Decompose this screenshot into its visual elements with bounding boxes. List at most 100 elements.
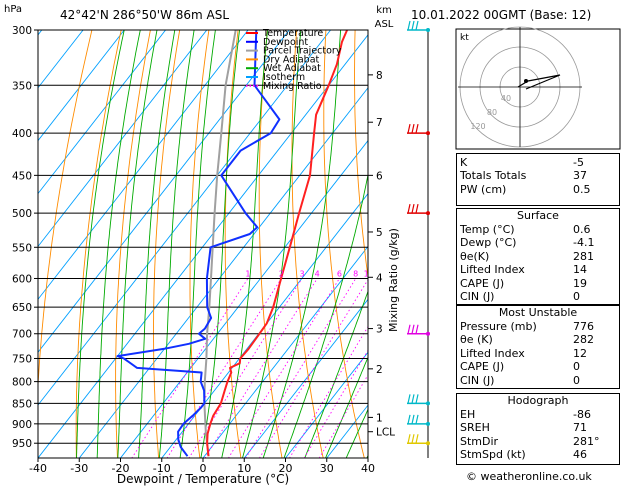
temperature-tick-label: 40 [361,462,375,475]
isotherm-line [38,30,249,301]
wind-barb-flag [415,123,419,134]
altitude-unit-asl: ASL [375,19,394,30]
wind-barb-flag [411,394,415,404]
stat-row: Pressure (mb) 776 [457,320,619,333]
dry-adiabat-line [38,30,93,393]
wet-adiabat-line [345,408,368,458]
surface-box: Surface Temp (°C) 0.6 Dewp (°C) -4.1 θe(K) 28… [456,208,620,305]
hodograph-unit: kt [460,33,469,43]
hodograph-box [455,28,621,150]
altitude-tick-label: 6 [376,170,383,182]
stat-value: 281 [573,249,594,263]
mixing-ratio-line [204,278,318,458]
mixing-ratio-label: 20 [406,269,416,278]
wind-barb-flag [411,123,415,134]
stat-label: Totals Totals [460,169,527,183]
wind-barb-flag [411,20,415,31]
altitude-tick-label: 2 [376,364,383,376]
wind-barb-flag [411,434,415,444]
stat-value: 46 [573,448,587,462]
mixing-ratio-line [227,278,340,458]
most-unstable-title: Most Unstable [498,306,578,319]
wind-barb-point [426,441,430,446]
legend-label: Parcel Trajectory [263,46,342,57]
isotherm-line [38,34,368,458]
wind-barb-flag [415,434,419,444]
stat-row: CIN (J) 0 [457,374,619,387]
wind-barb-point [426,421,430,426]
plot-area: 1 2 3 4 6 8 10 16 20 25 [38,30,416,458]
isotherm-line [285,351,368,458]
wind-barb-point [426,331,430,336]
stat-value: 12 [573,346,587,360]
stat-row: StmDir 281° [457,435,619,448]
legend-label: Wet Adiabat [263,63,321,74]
wet-adiabat-line [325,356,368,458]
x-axis-title: Dewpoint / Temperature (°C) [117,472,289,486]
storm-motion-marker [524,79,528,83]
stat-row: θe (K) 282 [457,333,619,346]
wind-barb-flag [411,324,415,334]
stat-label: CIN (J) [460,373,495,387]
stat-value: -4.1 [573,236,595,250]
stat-value: 0 [573,289,580,303]
isotherm-line [38,30,208,248]
altitude-unit-km: km [376,5,392,16]
stat-value: -5 [573,156,584,169]
wind-barb-flag [415,324,419,334]
stat-row: PW (cm) 0.5 [457,183,619,196]
isotherm-line [78,87,368,458]
stat-label: Pressure (mb) [460,320,537,333]
altitude-tick-label: 1 [376,412,383,424]
stat-value: 281° [573,434,600,448]
temperature-tick-label: 30 [320,462,334,475]
isotherm-line [243,298,368,458]
wet-adiabat-line [76,30,125,458]
stat-label: SREH [460,421,490,435]
pressure-tick-label: 400 [12,128,32,140]
pressure-tick-label: 450 [12,170,32,182]
stat-value: 0.5 [573,182,591,196]
stat-value: 0 [573,373,580,387]
hodograph-ring-label: 120 [470,122,485,131]
stat-row: CIN (J) 0 [457,290,619,303]
dewpoint-line [116,30,281,457]
mixing-ratio-line [258,278,368,458]
stat-label: EH [460,408,476,421]
mixing-ratio-line [131,278,249,458]
dry-adiabat-line [153,30,181,458]
stat-value: 19 [573,276,587,290]
parcel-trajectory-line [203,30,237,457]
stat-row: θe(K) 281 [457,250,619,263]
wind-barb-flag [415,20,419,31]
altitude-tick-label: 8 [376,70,383,82]
wind-barb-flag [407,394,411,404]
temperature-tick-label: -40 [29,462,47,475]
stat-value: 71 [573,421,587,435]
temperature-tick-label: -20 [112,462,130,475]
pressure-tick-label: 350 [12,80,32,92]
stat-label: StmSpd (kt) [460,448,526,462]
wind-barb-flag [407,414,411,424]
stat-label: CIN (J) [460,289,495,303]
surface-title: Surface [517,209,559,222]
stat-value: 14 [573,263,587,277]
most-unstable-box: Most Unstable Pressure (mb) 776 θe (K) 282 L… [456,305,620,389]
stat-row: CAPE (J) 19 [457,277,619,290]
wind-barb-flag [411,414,415,424]
mixing-ratio-label: 10 [364,269,374,278]
hodograph-ring-label: 40 [501,94,511,103]
pressure-tick-label: 800 [12,377,32,389]
hodograph-stats-box: Hodograph EH -86 SREH 71 StmDir 281° StmSpd (k… [456,393,620,465]
mixing-ratio-label: 2 [279,269,284,278]
stat-label: K [460,156,468,169]
mixing-ratio-label: 8 [353,269,358,278]
stat-label: Lifted Index [460,346,525,360]
wind-barb-point [426,28,430,32]
pressure-tick-label: 300 [12,25,32,37]
mixing-ratio-label: 6 [337,269,342,278]
wet-adiabat-line [283,172,368,458]
legend-label: Temperature [262,28,323,39]
legend-label: Dry Adiabat [263,54,320,65]
